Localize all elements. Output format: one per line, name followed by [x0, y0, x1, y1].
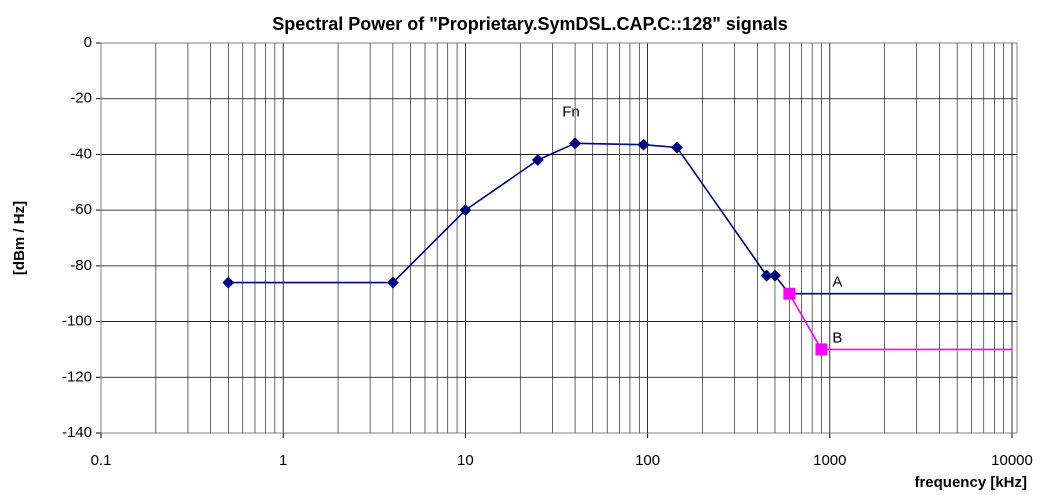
x-tick-label: 1 [279, 452, 287, 469]
marker [569, 137, 582, 150]
marker [637, 138, 650, 151]
y-tick-label: -20 [70, 90, 92, 107]
series-line [774, 275, 1012, 295]
y-tick-label: -100 [62, 313, 92, 330]
annotation: B [832, 329, 842, 346]
marker [459, 204, 472, 217]
marker [222, 276, 235, 289]
marker [531, 154, 544, 166]
y-tick-label: -120 [62, 368, 92, 385]
y-tick-label: 0 [84, 34, 92, 51]
x-tick-label: 100 [635, 452, 660, 469]
plot-area [222, 137, 1012, 356]
x-axis-label: frequency [kHz] [914, 474, 1027, 491]
annotation: A [832, 274, 842, 291]
marker [671, 141, 684, 154]
marker [386, 276, 399, 289]
y-tick-label: -40 [70, 145, 92, 162]
annotation: Fn [562, 104, 580, 121]
marker [760, 269, 773, 282]
x-tick-label: 1000 [813, 452, 846, 469]
x-tick-label: 0.1 [91, 452, 112, 469]
y-tick-label: -80 [70, 257, 92, 274]
plot-border [100, 42, 1018, 434]
x-tick-label: 10 [457, 452, 474, 469]
marker [783, 287, 796, 300]
y-tick-label: -60 [70, 201, 92, 218]
series-line [788, 293, 823, 350]
x-tick-label: 10000 [991, 452, 1033, 469]
y-axis-label: [dBm / Hz] [11, 201, 28, 275]
y-tick-label: -140 [62, 424, 92, 441]
series-line [228, 142, 775, 284]
chart-title: Spectral Power of "Proprietary.SymDSL.CA… [272, 14, 788, 34]
